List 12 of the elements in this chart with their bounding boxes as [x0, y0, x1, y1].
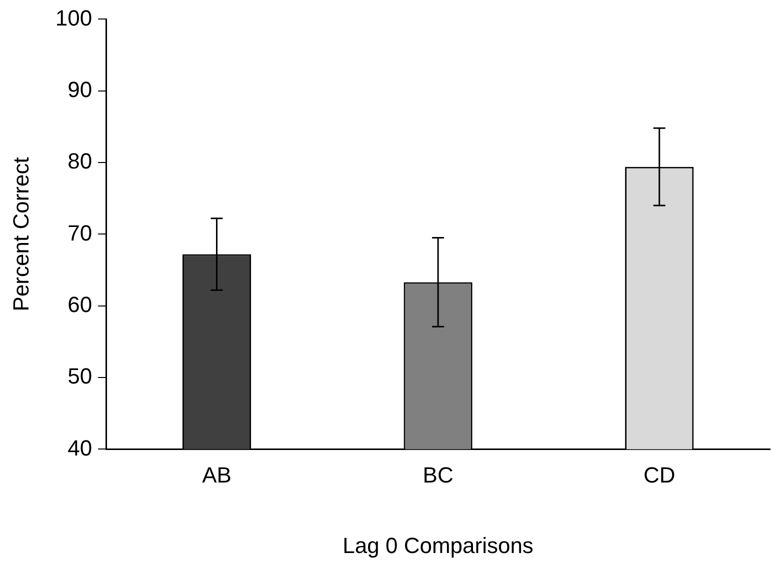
y-tick-label: 70	[68, 220, 92, 246]
y-tick-label: 50	[68, 364, 92, 389]
y-tick-label: 60	[68, 292, 92, 317]
y-tick-label: 100	[55, 5, 92, 30]
y-tick-label: 80	[68, 148, 92, 174]
x-tick-label: BC	[422, 462, 454, 488]
x-tick-label: CD	[643, 462, 676, 488]
x-axis-title: Lag 0 Comparisons	[342, 532, 534, 558]
y-axis-title: Percent Correct	[8, 157, 34, 312]
y-tick-label: 40	[68, 435, 92, 460]
x-tick-label: AB	[202, 462, 232, 488]
y-tick-label: 90	[68, 76, 92, 102]
